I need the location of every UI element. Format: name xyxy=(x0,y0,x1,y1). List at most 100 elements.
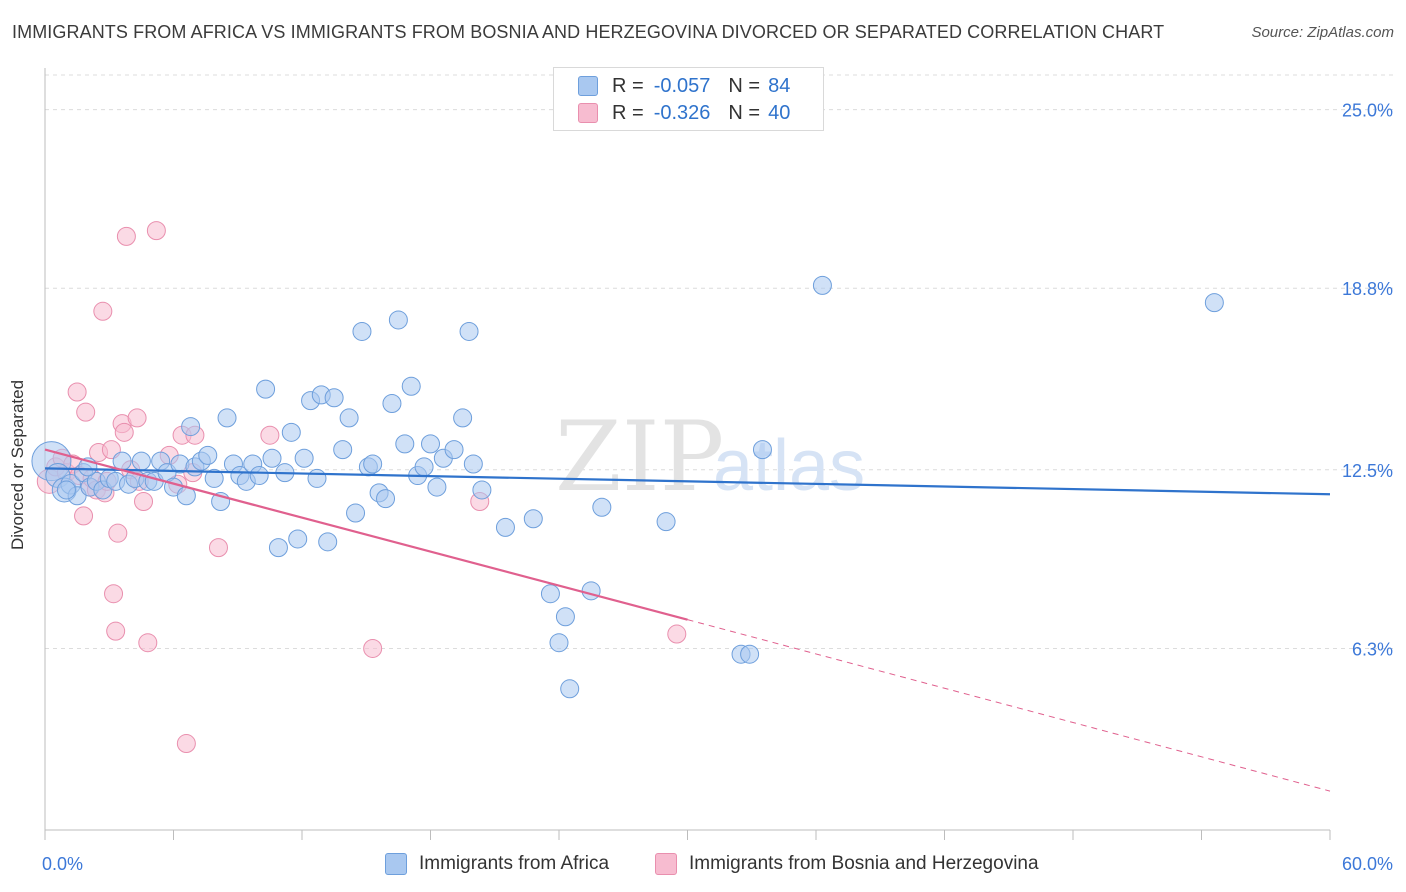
legend-label-africa: Immigrants from Africa xyxy=(419,853,610,874)
africa-point xyxy=(581,581,601,601)
y-tick-label: 18.8% xyxy=(1342,279,1393,299)
bosnia-point xyxy=(114,422,134,442)
bosnia-point xyxy=(106,621,126,641)
africa-point xyxy=(592,497,612,517)
x-tick-label: 0.0% xyxy=(42,854,83,874)
legend-n-value: 84 xyxy=(768,74,791,97)
africa-point xyxy=(388,310,408,330)
legend-swatch-africa xyxy=(578,76,598,96)
watermark-zip: ZIP xyxy=(555,401,724,513)
y-tick-label: 6.3% xyxy=(1352,639,1393,659)
africa-point xyxy=(560,679,580,699)
bosnia-point xyxy=(104,584,124,604)
africa-point xyxy=(382,394,402,414)
legend-swatch-bosnia xyxy=(655,853,677,875)
africa-point xyxy=(463,454,483,474)
africa-point xyxy=(198,445,218,465)
africa-point xyxy=(495,517,515,537)
watermark: ZIP atlas xyxy=(555,401,865,513)
africa-point xyxy=(549,633,569,653)
africa-point xyxy=(204,468,224,488)
bosnia-point xyxy=(176,734,196,754)
africa-point xyxy=(363,454,383,474)
legend-row-africa: R = -0.057 N = 84 xyxy=(578,74,791,97)
africa-point xyxy=(421,434,440,454)
legend-r-label: R = xyxy=(612,101,644,124)
africa-point xyxy=(339,408,359,428)
africa-point xyxy=(812,275,832,295)
africa-point xyxy=(217,408,237,428)
bosnia-point xyxy=(116,226,136,246)
bosnia-point xyxy=(138,633,158,653)
legend-swatch-africa xyxy=(385,853,407,875)
source-label: Source: ZipAtlas.com xyxy=(1251,24,1394,41)
bosnia-point xyxy=(93,301,113,321)
africa-point xyxy=(427,477,447,497)
bosnia-trend-extension xyxy=(687,619,1331,792)
legend-item-bosnia[interactable]: Immigrants from Bosnia and Herzegovina xyxy=(655,852,1039,876)
legend-swatch-bosnia xyxy=(578,103,598,123)
bosnia-point xyxy=(667,624,687,644)
africa-point xyxy=(181,417,201,437)
africa-point xyxy=(752,440,772,460)
bosnia-point xyxy=(67,382,87,402)
africa-point xyxy=(540,584,560,604)
legend-item-africa[interactable]: Immigrants from Africa xyxy=(385,852,609,876)
africa-point xyxy=(444,440,464,460)
bosnia-point xyxy=(76,402,96,422)
trend-lines xyxy=(44,448,1331,792)
africa-point xyxy=(453,408,473,428)
africa-point xyxy=(294,448,314,468)
africa-point xyxy=(256,379,276,399)
chart-title: IMMIGRANTS FROM AFRICA VS IMMIGRANTS FRO… xyxy=(12,22,1165,42)
africa-point xyxy=(1204,293,1224,313)
bosnia-point xyxy=(108,523,128,543)
bosnia-point xyxy=(146,221,166,241)
bosnia-point xyxy=(127,408,147,428)
grid-lines xyxy=(45,74,1395,649)
africa-point xyxy=(472,480,492,500)
africa-point xyxy=(376,489,396,509)
africa-point xyxy=(346,503,366,523)
africa-point xyxy=(414,457,434,477)
africa-point xyxy=(352,321,372,341)
africa-point xyxy=(262,448,282,468)
bosnia-point xyxy=(363,638,383,658)
africa-point xyxy=(401,376,421,396)
x-tick-label: 60.0% xyxy=(1342,854,1393,874)
y-axis-label: Divorced or Separated xyxy=(8,379,27,551)
africa-point xyxy=(281,422,301,442)
africa-point xyxy=(523,509,543,529)
africa-point xyxy=(288,529,308,549)
legend-n-value: 40 xyxy=(768,101,791,124)
africa-point xyxy=(131,451,151,471)
africa-point xyxy=(555,607,575,627)
africa-points xyxy=(31,275,1224,699)
bosnia-trend-line xyxy=(44,448,688,621)
legend-r-label: R = xyxy=(612,74,644,97)
africa-point xyxy=(333,440,353,460)
bosnia-point xyxy=(208,538,228,558)
africa-point xyxy=(249,466,269,486)
africa-point xyxy=(459,321,479,341)
bosnia-point xyxy=(134,491,154,511)
legend-r-value: -0.057 xyxy=(653,74,711,97)
africa-point xyxy=(324,388,344,408)
africa-point xyxy=(268,538,288,558)
watermark-atlas: atlas xyxy=(713,426,865,506)
africa-trend-line xyxy=(44,467,1331,496)
y-tick-label: 12.5% xyxy=(1342,461,1393,481)
africa-point xyxy=(656,512,676,532)
correlation-legend: R = -0.057 N = 84 R = -0.326 N = 40 xyxy=(553,67,824,131)
bosnia-point xyxy=(74,506,94,526)
legend-row-bosnia: R = -0.326 N = 40 xyxy=(578,101,791,124)
legend-label-bosnia: Immigrants from Bosnia and Herzegovina xyxy=(689,853,1039,874)
africa-point xyxy=(307,468,327,488)
africa-point xyxy=(395,434,415,454)
legend-r-value: -0.326 xyxy=(653,101,711,124)
africa-point xyxy=(740,644,760,664)
tick-labels: 6.3% 12.5% 18.8% 25.0% 0.0% 60.0% xyxy=(42,101,1393,874)
legend-n-label: N = xyxy=(728,101,761,124)
africa-point xyxy=(56,480,76,500)
